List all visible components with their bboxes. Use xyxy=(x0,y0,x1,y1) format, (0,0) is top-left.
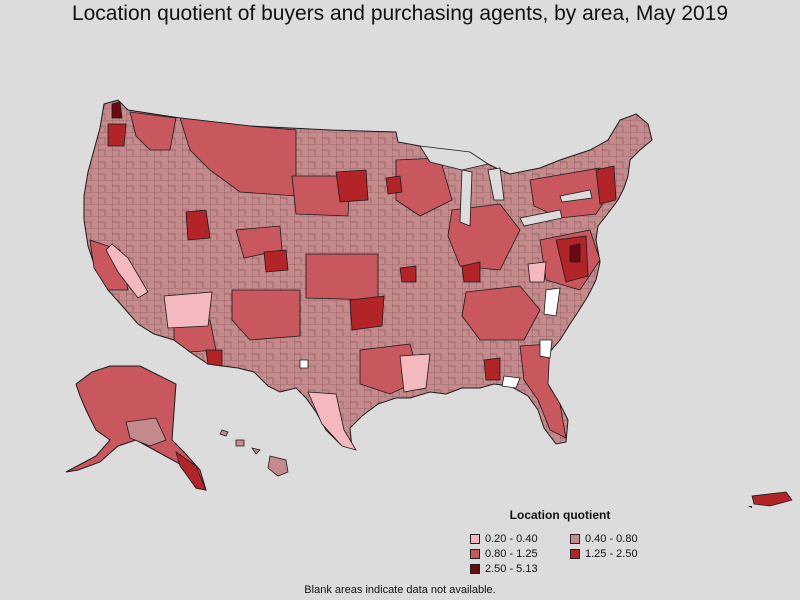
class-250-513-regions xyxy=(111,101,581,263)
legend-label: 0.20 - 0.40 xyxy=(485,532,538,545)
legend-item: 0.20 - 0.40 xyxy=(470,532,570,545)
legend-label: 1.25 - 2.50 xyxy=(585,547,638,560)
no-data-regions xyxy=(299,287,561,389)
legend-item: 0.40 - 0.80 xyxy=(570,532,670,545)
legend-grid: 0.20 - 0.40 0.40 - 0.80 0.80 - 1.25 1.25… xyxy=(470,532,670,575)
legend-item: 1.25 - 2.50 xyxy=(570,547,670,560)
footnote: Blank areas indicate data not available. xyxy=(304,584,496,596)
legend-title: Location quotient xyxy=(509,508,611,522)
legend-swatch xyxy=(470,548,480,559)
legend-swatch xyxy=(570,548,580,559)
legend-label: 2.50 - 5.13 xyxy=(485,562,538,575)
legend: Location quotient 0.20 - 0.40 0.40 - 0.8… xyxy=(470,508,670,575)
legend-item: 0.80 - 1.25 xyxy=(470,547,570,560)
map-title: Location quotient of buyers and purchasi… xyxy=(71,2,729,25)
class-020-040-regions xyxy=(105,243,547,451)
hawaii xyxy=(219,429,289,477)
puerto-rico xyxy=(748,491,793,508)
legend-swatch xyxy=(470,533,480,544)
legend-swatch xyxy=(470,563,480,574)
legend-label: 0.40 - 0.80 xyxy=(585,532,638,545)
legend-swatch xyxy=(570,533,580,544)
legend-item: 2.50 - 5.13 xyxy=(470,562,570,575)
legend-label: 0.80 - 1.25 xyxy=(485,547,538,560)
great-lakes xyxy=(419,145,593,227)
